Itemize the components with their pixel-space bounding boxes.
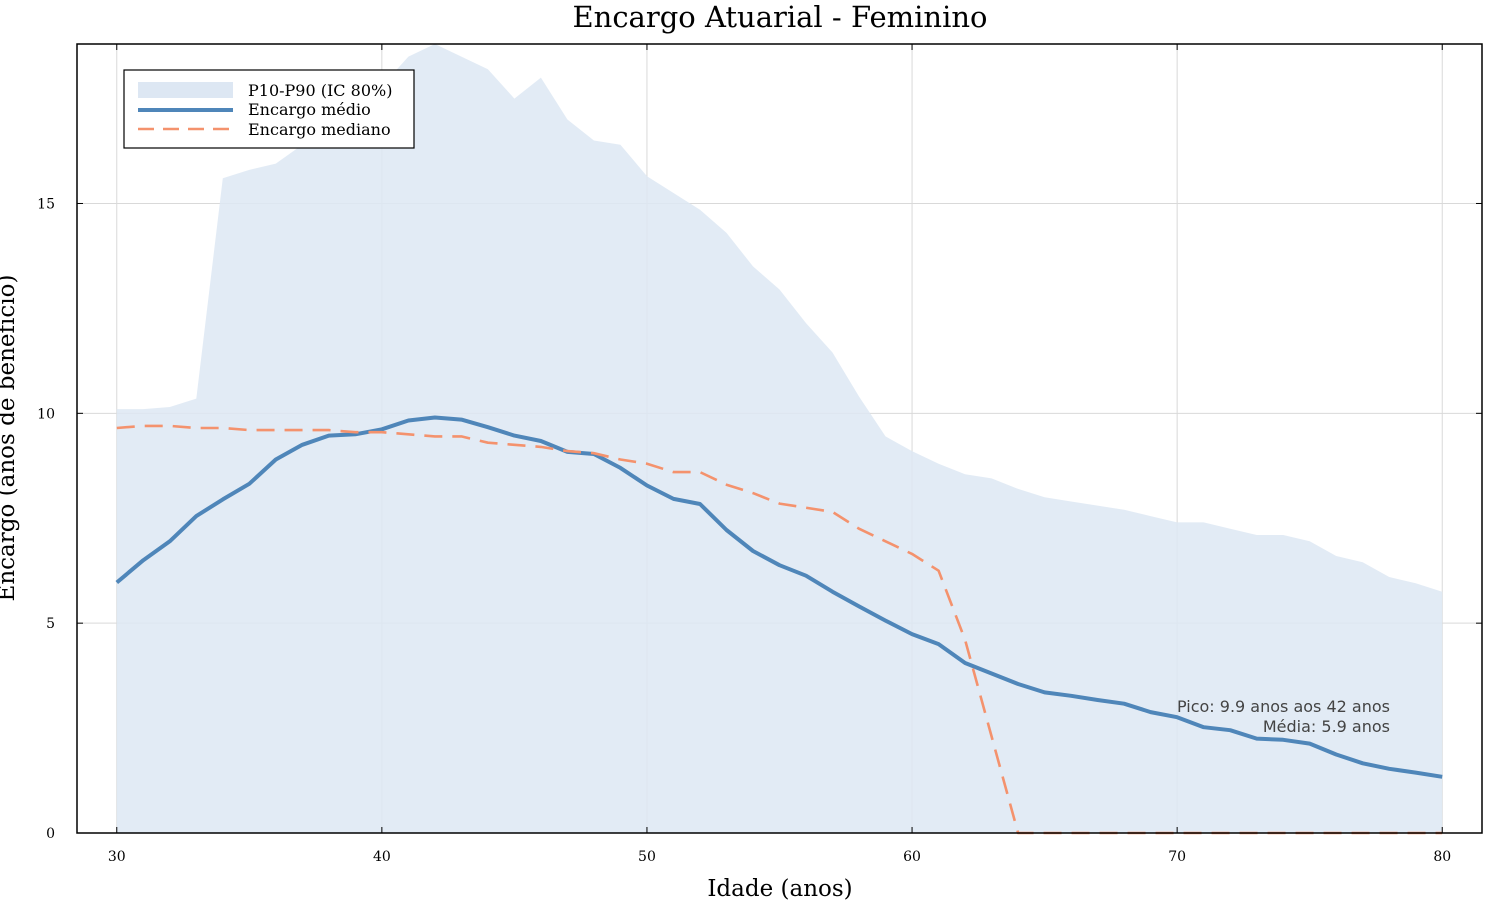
y-tick-label: 0: [46, 826, 55, 842]
x-tick-label: 50: [638, 849, 656, 865]
x-tick-label: 60: [903, 849, 921, 865]
y-tick-label: 10: [37, 406, 55, 422]
axis-ticks: 30 40 50 60 70 80 0 5 10 15: [37, 44, 1482, 865]
annotation-peak: Pico: 9.9 anos aos 42 anos: [1177, 697, 1390, 716]
confidence-band-layer: [116, 44, 1443, 833]
legend-label-mean: Encargo médio: [248, 100, 371, 119]
x-tick-label: 70: [1168, 849, 1186, 865]
y-tick-label: 15: [37, 196, 55, 212]
series-line-mean: [115, 415, 1443, 779]
x-tick-label: 30: [108, 849, 126, 865]
chart-title: Encargo Atuarial - Feminino: [572, 0, 987, 34]
legend: P10-P90 (IC 80%) Encargo médio Encargo m…: [123, 69, 415, 149]
legend-swatch-band: [138, 82, 233, 98]
x-tick-label: 40: [373, 849, 391, 865]
y-axis-label: Encargo (anos de benefício): [0, 275, 20, 602]
y-tick-label: 5: [46, 616, 55, 632]
legend-label-band: P10-P90 (IC 80%): [248, 81, 392, 100]
plot-frame: [76, 43, 1483, 834]
band-p10-p90: [116, 44, 1443, 833]
x-axis-label: Idade (anos): [707, 876, 852, 900]
x-tick-label: 80: [1433, 849, 1451, 865]
annotation-mean: Média: 5.9 anos: [1263, 717, 1390, 736]
legend-label-median: Encargo mediano: [248, 120, 391, 139]
